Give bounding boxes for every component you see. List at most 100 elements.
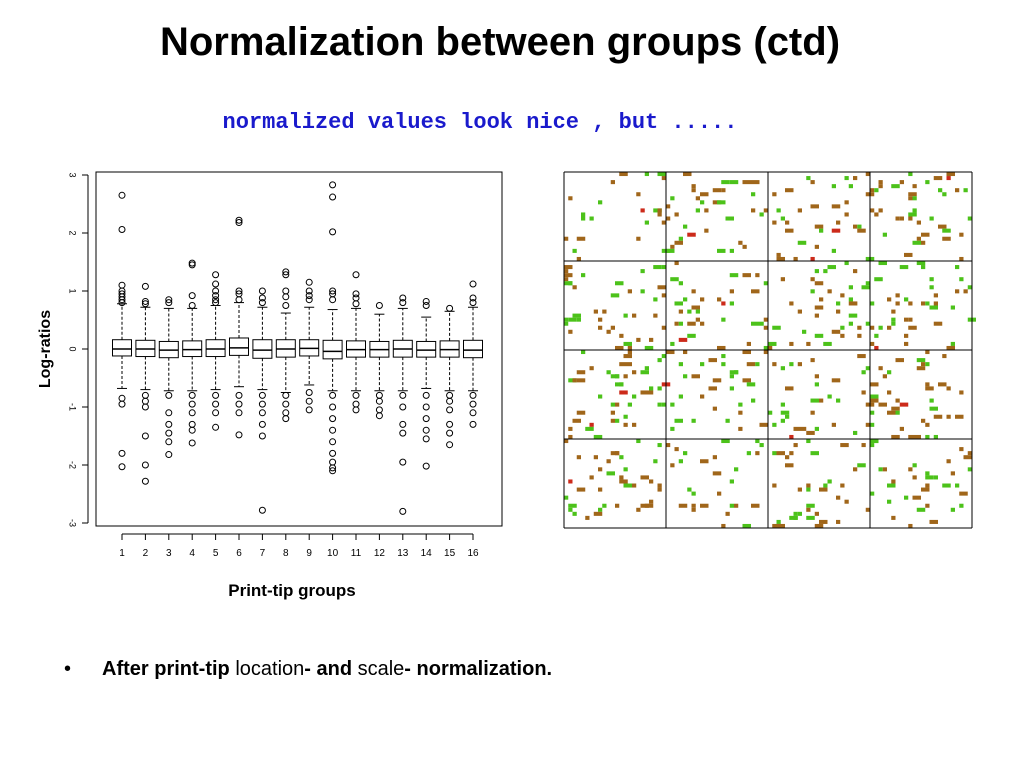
heatmap-cell: [891, 317, 896, 322]
heatmap-cell: [564, 236, 569, 241]
heatmap-cell: [895, 216, 900, 221]
outlier-point: [118, 394, 126, 402]
heatmap-cell: [827, 394, 832, 399]
heatmap-cell: [666, 248, 675, 253]
outlier-point: [235, 287, 243, 295]
heatmap-cell: [576, 256, 581, 261]
heatmap-cell: [874, 188, 879, 193]
heatmap-cell: [785, 386, 794, 391]
heatmap-cell: [912, 196, 917, 201]
heatmap-cell: [619, 475, 624, 480]
heatmap-cell: [619, 455, 624, 460]
heatmap-cell: [649, 386, 654, 391]
outlier-point: [329, 287, 337, 295]
outlier-point: [305, 278, 313, 286]
heatmap-cell: [857, 325, 862, 330]
heatmap-cell: [776, 208, 781, 213]
heatmap-cell: [959, 390, 964, 395]
heatmap-cell: [683, 297, 688, 302]
heatmap-cell: [810, 180, 815, 185]
heatmap-cell: [636, 192, 641, 197]
heatmap-cell: [738, 240, 743, 245]
outlier-point: [188, 439, 196, 447]
heatmap-cell: [819, 487, 828, 492]
outlier-point: [258, 506, 266, 514]
heatmap-cell: [700, 297, 705, 302]
heatmap-cell: [870, 422, 875, 427]
heatmap-cell: [653, 313, 658, 318]
heatmap-cell: [729, 301, 734, 306]
heatmap-cell: [615, 345, 624, 350]
heatmap-cell: [627, 402, 632, 407]
heatmap-cell: [870, 394, 879, 399]
heatmap-cell: [763, 281, 768, 286]
heatmap-cell: [912, 475, 917, 480]
heatmap-cell: [572, 313, 581, 318]
heatmap-cell: [598, 507, 603, 512]
heatmap-cell: [666, 204, 671, 209]
outlier-point: [258, 299, 266, 307]
heatmap-cell: [848, 285, 853, 290]
heatmap-cell: [751, 503, 760, 508]
heatmap-cell: [640, 475, 649, 480]
heatmap-cell: [887, 370, 892, 375]
heatmap-cell: [649, 479, 654, 484]
x-tick-label: 13: [397, 548, 409, 559]
x-tick-label: 4: [189, 548, 195, 559]
heatmap-cell: [861, 443, 866, 448]
outlier-point: [329, 438, 337, 446]
heatmap-cell: [712, 455, 717, 460]
heatmap-cell: [793, 511, 798, 516]
heatmap-cell: [925, 180, 930, 185]
heatmap-cell: [670, 341, 675, 346]
heatmap-cell: [908, 196, 913, 201]
x-tick-label: 14: [421, 548, 433, 559]
heatmap-cell: [789, 301, 794, 306]
heatmap-cell: [644, 503, 654, 508]
heatmap-cell: [891, 406, 900, 411]
heatmap-cell: [755, 451, 760, 456]
heatmap-cell: [780, 277, 785, 282]
heatmap-cell: [814, 374, 819, 379]
heatmap-cell: [959, 232, 964, 237]
heatmap-cell: [632, 394, 637, 399]
box-iqr: [205, 339, 226, 358]
heatmap-cell: [564, 439, 569, 444]
heatmap-cell: [887, 499, 892, 504]
heatmap-cell: [657, 285, 666, 290]
heatmap-cell: [627, 289, 632, 294]
heatmap-cell: [576, 370, 581, 375]
heatmap-cell: [831, 248, 836, 253]
heatmap-cell: [844, 200, 849, 205]
outlier-point: [352, 400, 360, 408]
heatmap-cell: [899, 180, 904, 185]
heatmap-cell: [717, 248, 726, 253]
outlier-point: [235, 409, 243, 417]
box-iqr: [416, 340, 437, 358]
heatmap-cell: [700, 459, 709, 464]
heatmap-cell: [653, 265, 658, 270]
heatmap-cell: [700, 192, 709, 197]
bullet-text-bold-3: - and: [304, 658, 353, 680]
outlier-point: [118, 281, 126, 289]
outlier-point: [399, 391, 407, 399]
heatmap-cell: [946, 236, 951, 241]
heatmap-cell: [870, 256, 875, 261]
heatmap-cell: [772, 220, 777, 225]
heatmap-cell: [933, 293, 938, 298]
bullet-text-4: scale: [352, 658, 405, 680]
heatmap-cell: [623, 422, 628, 427]
heatmap-cell: [904, 252, 913, 257]
outlier-point: [375, 397, 383, 405]
heatmap-cell: [865, 366, 870, 371]
heatmap-cell: [751, 208, 756, 213]
outlier-point: [329, 296, 337, 304]
box-iqr: [252, 339, 273, 359]
heatmap-cell: [870, 188, 875, 193]
heatmap-cell: [772, 362, 777, 367]
heatmap-cell: [967, 467, 972, 472]
heatmap-cell: [589, 422, 594, 427]
heatmap-cell: [725, 511, 730, 516]
heatmap-cell: [797, 208, 802, 213]
